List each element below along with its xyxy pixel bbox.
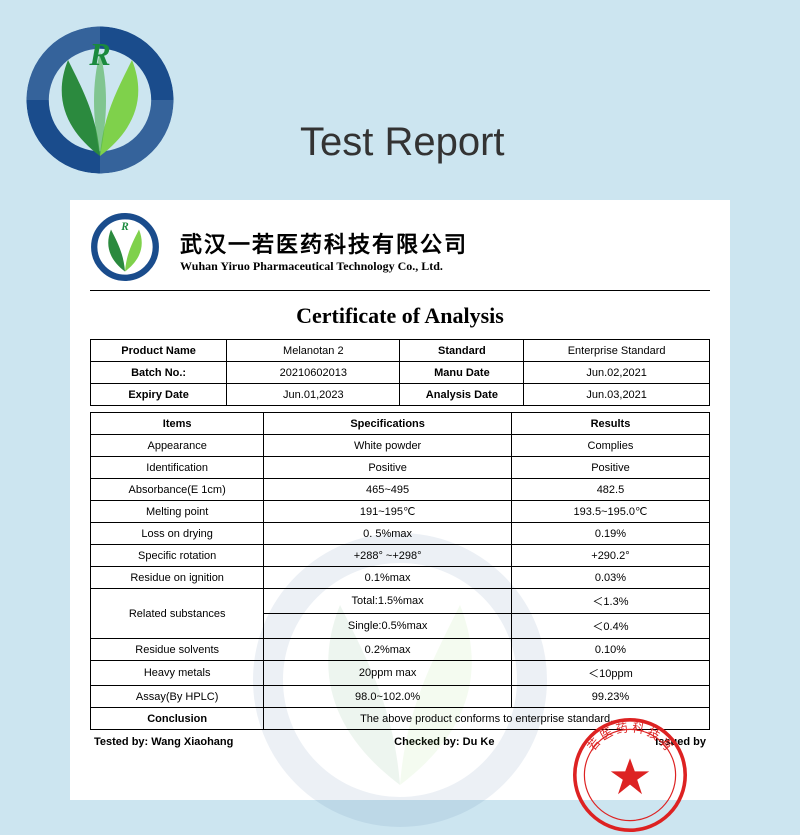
checked-by: Checked by: Du Ke [394, 736, 494, 748]
batch-no: 20210602013 [227, 362, 400, 384]
standard-label: Standard [400, 340, 524, 362]
table-row: Assay(By HPLC)98.0~102.0%99.23% [91, 686, 710, 708]
expiry-date-label: Expiry Date [91, 384, 227, 406]
manu-date: Jun.02,2021 [524, 362, 710, 384]
col-items: Items [91, 413, 264, 435]
table-row: Specific rotation+288° ~+298°+290.2° [91, 545, 710, 567]
official-stamp: 若 医 药 科 技 有 [570, 715, 690, 835]
header-logo: R [90, 212, 160, 282]
analysis-date: Jun.03,2021 [524, 384, 710, 406]
tested-by: Tested by: Wang Xiaohang [94, 736, 233, 748]
company-name-cn: 武汉一若医药科技有限公司 [180, 227, 710, 259]
conclusion-label: Conclusion [91, 708, 264, 730]
spec-table: Items Specifications Results AppearanceW… [90, 412, 710, 730]
header-table: Product Name Melanotan 2 Standard Enterp… [90, 339, 710, 406]
table-row: Related substances Total:1.5%max ＜1.3% [91, 589, 710, 614]
page-title: Test Report [300, 120, 505, 165]
standard-value: Enterprise Standard [524, 340, 710, 362]
analysis-date-label: Analysis Date [400, 384, 524, 406]
product-name: Melanotan 2 [227, 340, 400, 362]
table-row: AppearanceWhite powderComplies [91, 435, 710, 457]
coa-title: Certificate of Analysis [90, 303, 710, 329]
col-results: Results [511, 413, 709, 435]
batch-no-label: Batch No.: [91, 362, 227, 384]
expiry-date: Jun.01,2023 [227, 384, 400, 406]
table-row: IdentificationPositivePositive [91, 457, 710, 479]
table-row: Absorbance(E 1cm)465~495482.5 [91, 479, 710, 501]
table-row: Melting point191~195℃193.5~195.0℃ [91, 501, 710, 523]
table-row: Residue on ignition0.1%max0.03% [91, 567, 710, 589]
svg-text:若 医 药 科 技 有: 若 医 药 科 技 有 [585, 721, 676, 754]
col-spec: Specifications [264, 413, 512, 435]
table-row: Heavy metals20ppm max＜10ppm [91, 661, 710, 686]
company-name-en: Wuhan Yiruo Pharmaceutical Technology Co… [180, 259, 710, 274]
svg-text:R: R [88, 36, 110, 72]
manu-date-label: Manu Date [400, 362, 524, 384]
table-row: Loss on drying0. 5%max0.19% [91, 523, 710, 545]
svg-text:R: R [120, 221, 129, 233]
table-row: Residue solvents0.2%max0.10% [91, 639, 710, 661]
product-name-label: Product Name [91, 340, 227, 362]
certificate-document: R 武汉一若医药科技有限公司 Wuhan Yiruo Pharmaceutica… [70, 200, 730, 800]
company-logo: R [20, 20, 180, 180]
